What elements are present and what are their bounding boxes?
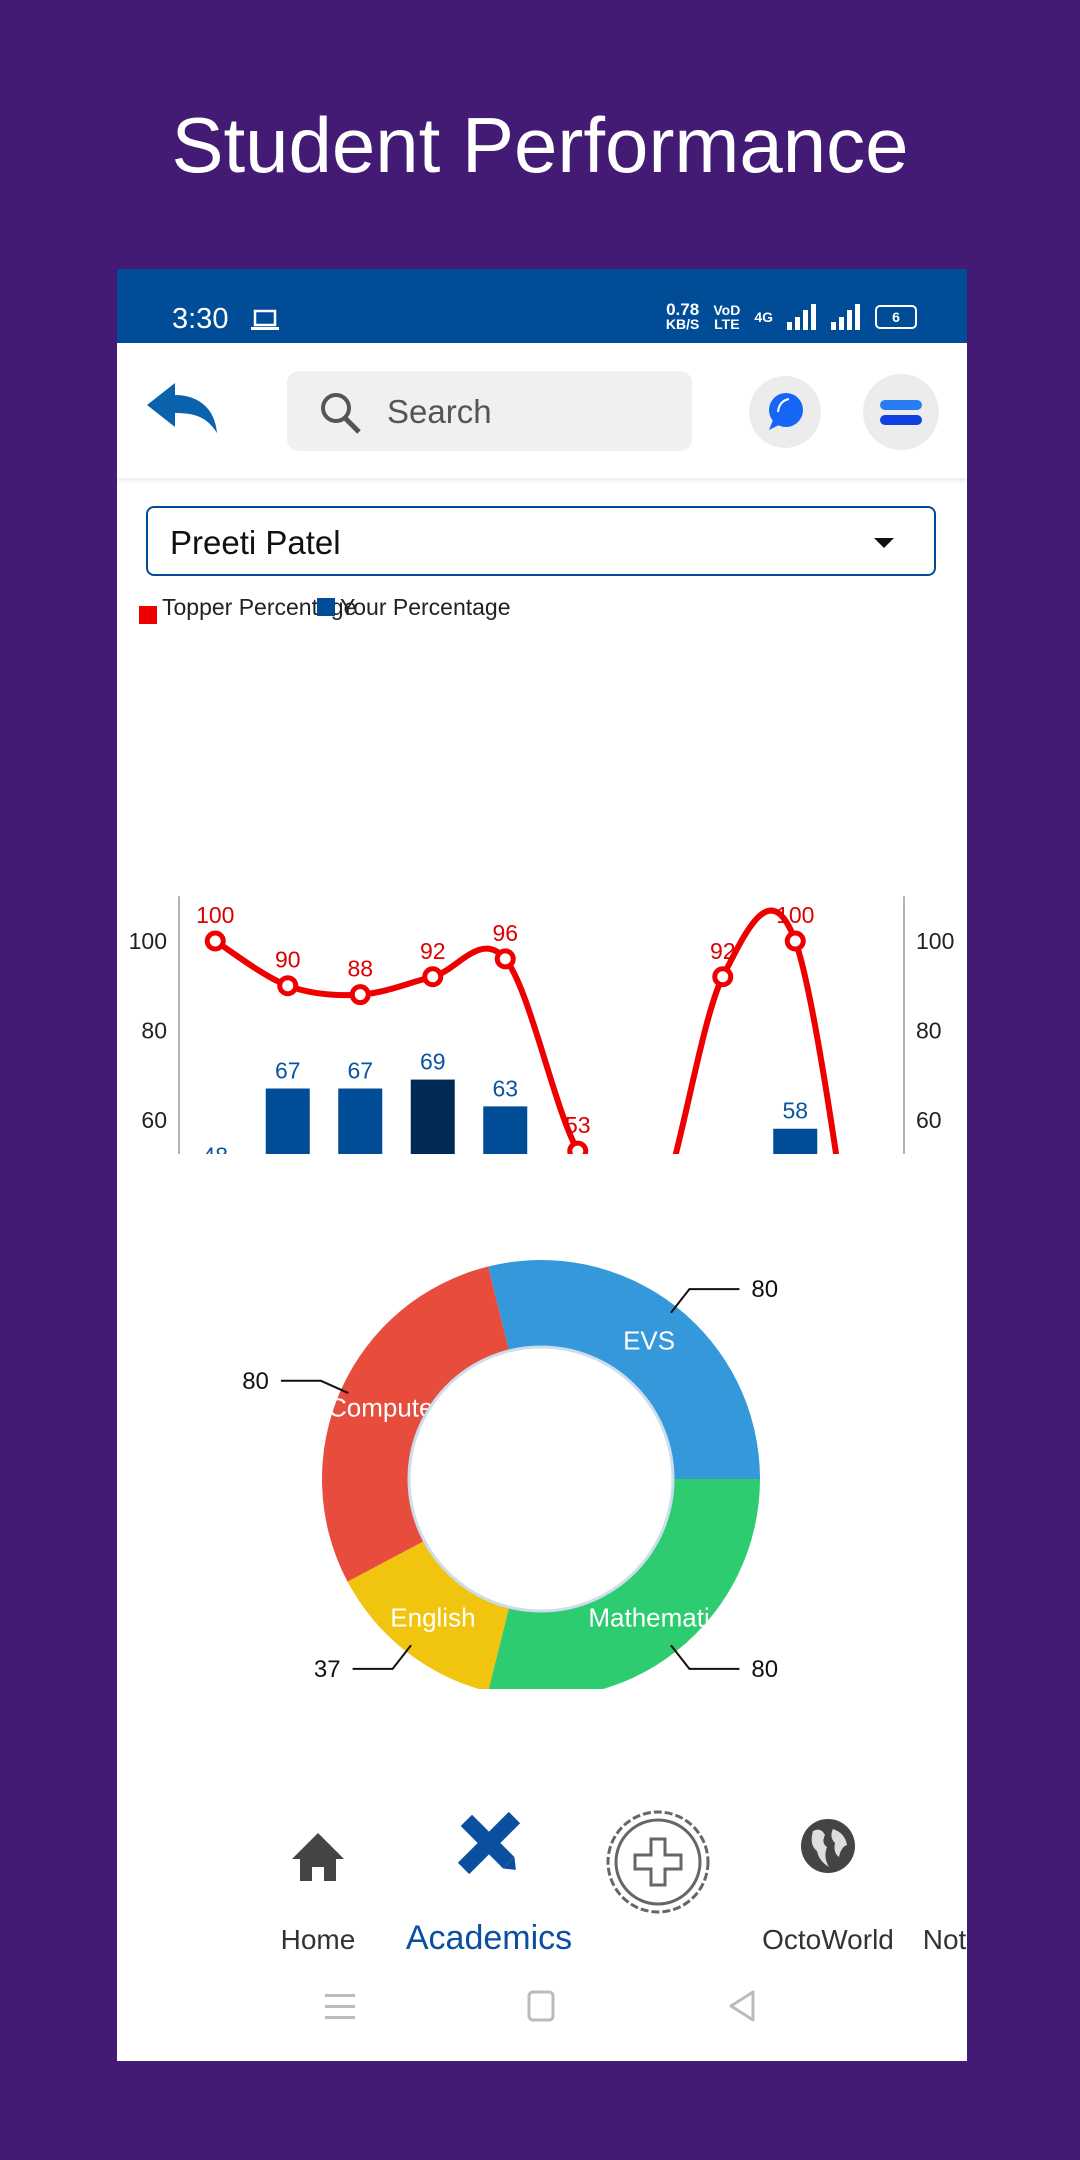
topper-value-label: 90 bbox=[275, 947, 301, 973]
nav-label: Home bbox=[280, 1924, 356, 1955]
topper-point bbox=[567, 1140, 589, 1154]
chat-bubble-icon bbox=[769, 393, 803, 430]
bar-value-label: 69 bbox=[420, 1049, 446, 1075]
donut-slice-english bbox=[347, 1540, 510, 1689]
topper-value-label: 88 bbox=[347, 956, 373, 982]
topper-point bbox=[494, 948, 516, 970]
y-tick-right: 100 bbox=[916, 928, 954, 954]
ruler-pencil-icon bbox=[457, 1811, 521, 1875]
y-tick-right: 80 bbox=[916, 1017, 942, 1043]
bar-your-percentage bbox=[265, 1088, 310, 1154]
chat-button[interactable] bbox=[749, 376, 821, 448]
slice-label-english: English bbox=[390, 1602, 475, 1632]
topper-point bbox=[784, 930, 806, 952]
slice-value-label: 37 bbox=[314, 1656, 341, 1683]
topper-value-label: 100 bbox=[196, 902, 234, 928]
leader-line bbox=[352, 1644, 412, 1670]
nav-label: Academics bbox=[405, 1919, 573, 1957]
donut-slice-computer bbox=[322, 1266, 510, 1582]
search-icon bbox=[321, 393, 361, 434]
recents-icon[interactable] bbox=[323, 1989, 357, 2023]
back-system-icon[interactable] bbox=[725, 1989, 759, 2023]
phone-screen: 3:30 0.78 KB/S VoD LTE 4G 6 Search Preeti … bbox=[117, 269, 967, 2061]
y-tick-right: 60 bbox=[916, 1107, 942, 1133]
menu-button[interactable] bbox=[863, 374, 939, 450]
caret-down-icon bbox=[874, 538, 894, 548]
legend-yours-label: Your Percentage bbox=[340, 594, 511, 620]
home-system-icon[interactable] bbox=[524, 1989, 558, 2023]
topper-line bbox=[213, 907, 840, 1154]
slice-label-mathematics: Mathemati bbox=[588, 1602, 709, 1632]
slice-value-label: 80 bbox=[751, 1656, 778, 1683]
bar-value-label: 67 bbox=[275, 1058, 301, 1084]
topper-point bbox=[712, 966, 734, 988]
globe-icon bbox=[801, 1819, 855, 1873]
selected-student: Preeti Patel bbox=[170, 524, 341, 561]
bar-your-percentage bbox=[773, 1128, 818, 1154]
net-speed: 0.78 KB/S bbox=[665, 300, 700, 332]
donut-slice-mathematics bbox=[488, 1479, 760, 1689]
leader-line bbox=[280, 1379, 349, 1394]
battery-icon: 6 bbox=[875, 305, 917, 329]
bar-value-label: 63 bbox=[492, 1075, 518, 1101]
status-time: 3:30 bbox=[172, 303, 229, 335]
app-header: Search bbox=[117, 343, 967, 478]
slice-label-evs: EVS bbox=[623, 1326, 675, 1356]
add-badge-icon bbox=[606, 1810, 710, 1914]
bar-your-percentage bbox=[410, 1079, 455, 1154]
subject-donut-chart: Mathemati 80 English 37 Compute 80 EVS 80 bbox=[242, 1260, 778, 1689]
topper-point bbox=[422, 966, 444, 988]
topper-value-label: 53 bbox=[565, 1112, 591, 1138]
network-type: 4G bbox=[754, 309, 773, 325]
topper-value-label: 96 bbox=[492, 920, 518, 946]
bar-value-label: 67 bbox=[347, 1058, 373, 1084]
nav-label: Notifications bbox=[922, 1924, 967, 1955]
topper-value-label: 100 bbox=[776, 902, 814, 928]
slice-label-computer: Compute bbox=[328, 1392, 434, 1422]
bar-your-percentage bbox=[338, 1088, 383, 1154]
search-input[interactable]: Search bbox=[287, 371, 692, 451]
volte-indicator: VoD LTE bbox=[713, 302, 741, 332]
search-placeholder: Search bbox=[387, 393, 492, 430]
topper-point bbox=[277, 975, 299, 997]
topper-point bbox=[349, 984, 371, 1006]
bar-your-percentage bbox=[483, 1106, 528, 1154]
y-tick-left: 100 bbox=[129, 928, 167, 954]
laptop-icon bbox=[251, 309, 279, 330]
bar-value-label: 48 bbox=[202, 1142, 228, 1154]
slice-value-label: 80 bbox=[242, 1368, 269, 1395]
nav-label: OctoWorld bbox=[762, 1924, 894, 1955]
topper-value-label: 92 bbox=[420, 938, 446, 964]
leader-line bbox=[670, 1288, 740, 1314]
back-arrow-icon[interactable] bbox=[147, 383, 219, 433]
signal-icon bbox=[787, 304, 816, 330]
y-tick-left: 80 bbox=[141, 1017, 167, 1043]
donut-slice-evs bbox=[488, 1260, 760, 1479]
bar-value-label: 58 bbox=[782, 1098, 808, 1124]
donut-hole bbox=[407, 1345, 675, 1613]
leader-line bbox=[670, 1644, 740, 1670]
signal-icon-2 bbox=[831, 304, 860, 330]
topper-value-label: 92 bbox=[710, 938, 736, 964]
status-bar: 3:30 0.78 KB/S VoD LTE 4G 6 bbox=[117, 269, 967, 343]
menu-icon bbox=[880, 400, 922, 425]
legend-yours-swatch bbox=[317, 598, 335, 616]
home-icon bbox=[292, 1833, 344, 1881]
banner-title: Student Performance bbox=[171, 101, 909, 189]
student-dropdown[interactable]: Preeti Patel bbox=[146, 506, 936, 576]
slice-value-label: 80 bbox=[751, 1276, 778, 1303]
legend-topper-swatch bbox=[139, 606, 157, 624]
y-tick-left: 60 bbox=[141, 1107, 167, 1133]
topper-point bbox=[204, 930, 226, 952]
